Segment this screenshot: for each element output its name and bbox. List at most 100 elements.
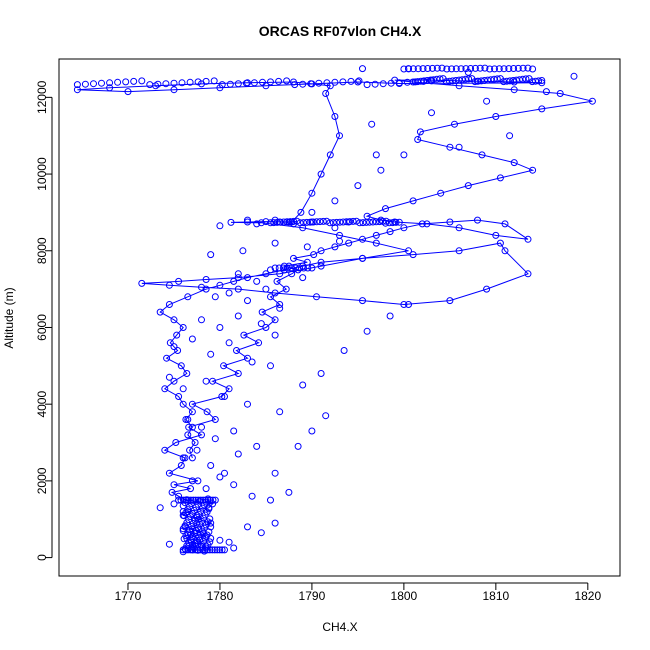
data-point <box>179 546 187 554</box>
data-point <box>308 208 316 216</box>
data-point <box>317 262 325 270</box>
data-point <box>443 65 451 73</box>
data-point <box>234 312 242 320</box>
data-point <box>130 77 138 85</box>
data-point <box>304 264 312 272</box>
data-point <box>170 500 178 508</box>
data-point <box>201 546 209 554</box>
data-point <box>359 235 366 243</box>
data-point <box>529 65 537 73</box>
data-point <box>386 228 394 236</box>
data-point <box>210 77 218 85</box>
data-point <box>184 546 192 554</box>
data-point <box>161 385 169 393</box>
data-point <box>286 218 294 226</box>
data-point <box>244 400 251 408</box>
data-point <box>346 218 354 226</box>
y-tick-label: 4000 <box>35 391 49 418</box>
data-point <box>366 218 374 226</box>
data-point <box>386 312 394 320</box>
data-point <box>161 446 169 454</box>
data-point <box>382 217 390 225</box>
data-point <box>283 218 291 226</box>
data-point <box>154 80 162 88</box>
data-point <box>368 120 376 128</box>
data-point <box>290 217 298 225</box>
data-point <box>276 304 284 312</box>
data-point <box>529 166 537 174</box>
data-point <box>300 219 307 227</box>
data-point <box>202 496 209 504</box>
data-point <box>474 216 481 224</box>
data-point <box>182 416 190 423</box>
data-point <box>319 217 327 225</box>
series-layer <box>73 64 596 556</box>
data-point <box>253 277 261 285</box>
data-point <box>179 400 187 408</box>
y-tick-label: 10000 <box>35 157 49 191</box>
data-point <box>179 454 187 462</box>
data-point <box>437 189 445 197</box>
data-point <box>283 264 291 272</box>
data-point <box>389 219 397 227</box>
y-tick-label: 8000 <box>35 237 49 264</box>
data-point <box>194 546 202 554</box>
data-point <box>187 496 195 504</box>
data-point <box>186 446 194 454</box>
data-point <box>436 75 444 83</box>
y-tick-label: 12000 <box>35 80 49 114</box>
data-point <box>322 412 330 420</box>
data-point <box>262 270 270 278</box>
data-point <box>372 231 380 239</box>
data-point <box>414 65 422 73</box>
data-point <box>379 80 387 88</box>
data-point <box>522 75 530 83</box>
data-point <box>175 393 183 400</box>
data-point <box>275 264 283 272</box>
data-point <box>244 218 251 226</box>
data-point <box>433 64 441 72</box>
data-point <box>188 423 196 431</box>
data-point <box>204 496 212 504</box>
data-point <box>405 301 412 308</box>
data-point <box>372 151 380 159</box>
data-point <box>188 400 196 408</box>
data-point <box>363 327 371 335</box>
data-point <box>189 546 197 554</box>
data-point <box>387 79 395 87</box>
data-point <box>438 64 446 72</box>
data-point <box>218 546 226 554</box>
data-point <box>198 316 205 324</box>
data-point <box>198 423 205 431</box>
data-point <box>156 308 164 316</box>
data-point <box>188 477 196 485</box>
data-point <box>501 220 509 228</box>
data-point <box>257 219 265 227</box>
data-point <box>206 496 214 504</box>
data-point <box>535 77 543 85</box>
data-point <box>457 65 465 73</box>
data-point <box>211 416 219 423</box>
data-point <box>395 218 403 226</box>
data-point <box>317 247 325 255</box>
data-point <box>400 301 408 308</box>
data-point <box>197 496 205 504</box>
plot-frame <box>58 58 621 577</box>
data-point <box>448 65 456 73</box>
data-point <box>258 308 266 316</box>
data-point <box>455 224 463 232</box>
data-point <box>483 285 491 293</box>
data-point <box>349 217 357 225</box>
data-point <box>106 84 114 92</box>
data-point <box>209 496 217 504</box>
data-point <box>221 469 228 477</box>
data-point <box>538 105 546 113</box>
data-point <box>336 237 343 245</box>
data-point <box>138 279 146 287</box>
data-point <box>271 519 279 527</box>
data-point <box>340 347 348 354</box>
data-point <box>177 362 185 370</box>
data-point <box>267 496 274 504</box>
data-point <box>331 78 339 86</box>
